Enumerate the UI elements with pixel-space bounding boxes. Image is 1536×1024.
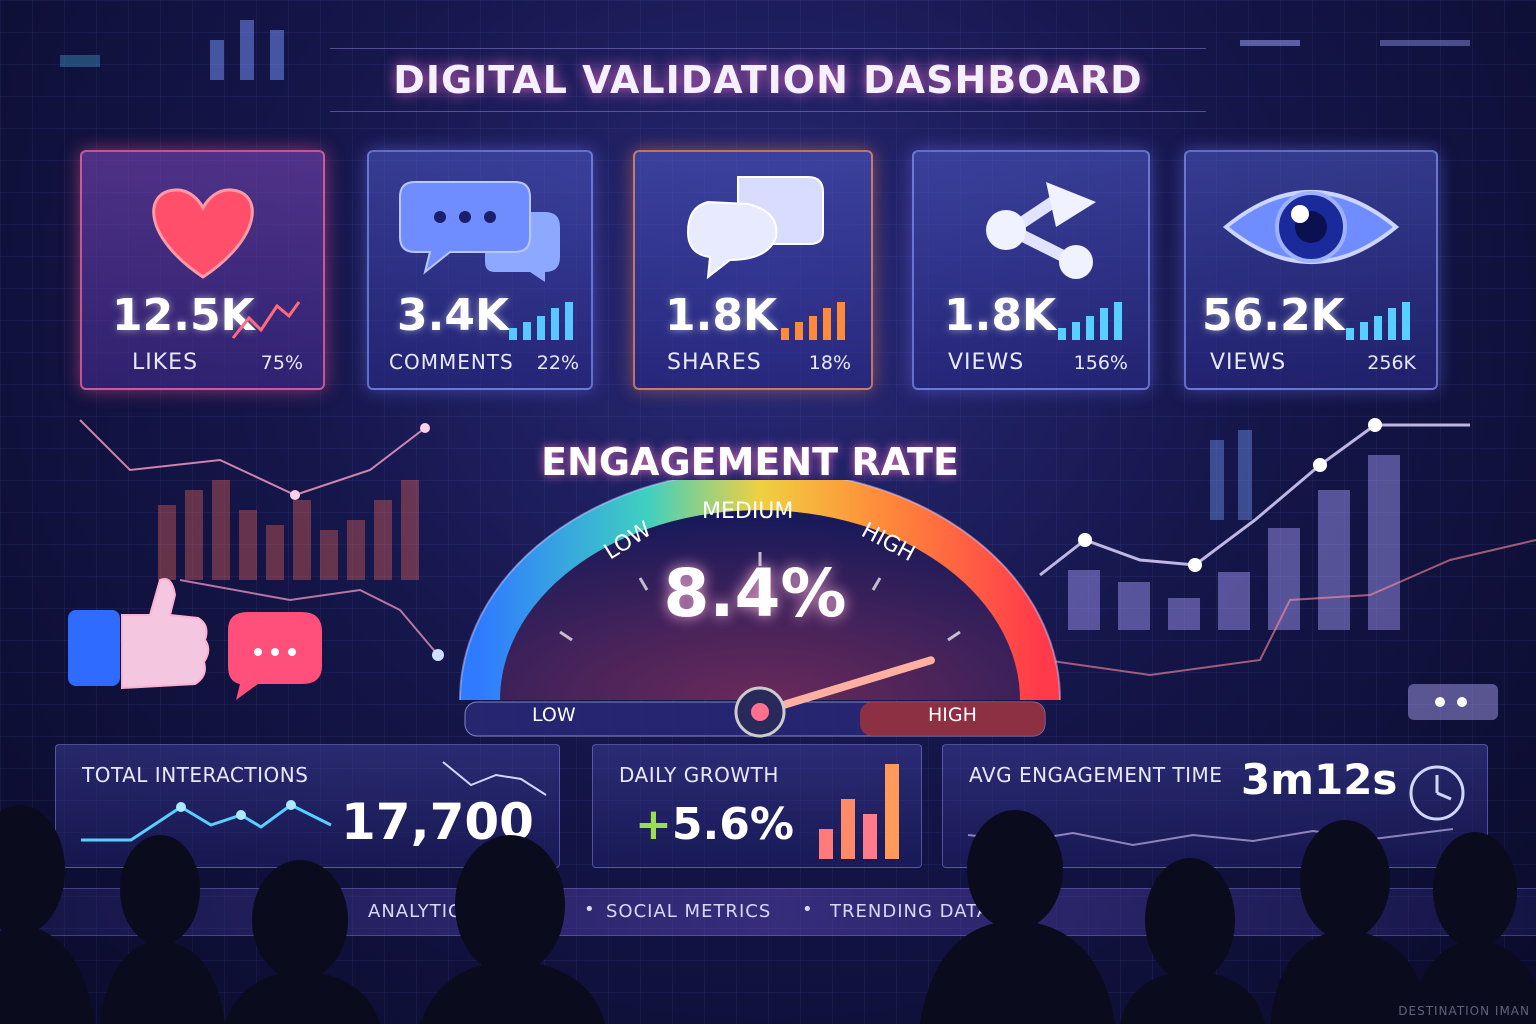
- right-bg-line: [1039, 423, 1470, 577]
- ticker-item: ANALYTIC: [368, 901, 462, 922]
- card-pct: 156%: [1073, 352, 1128, 374]
- heart-icon: [151, 188, 254, 279]
- card-value: 56.2K: [1202, 290, 1345, 341]
- comment-icon: [399, 181, 560, 282]
- left-bg-bars: [158, 480, 419, 580]
- left-bg-line: [79, 419, 426, 497]
- chat-bubble-icon: [228, 612, 322, 700]
- card-pct: 75%: [260, 352, 303, 374]
- card-pct: 22%: [536, 352, 579, 374]
- card-label: COMMENTS: [389, 350, 514, 374]
- gauge-high-label: HIGH: [928, 704, 977, 726]
- bar-chart-icon: [509, 302, 573, 340]
- panel-value: +5.6%: [635, 799, 794, 850]
- card-value: 12.5K: [112, 290, 255, 341]
- panel-label: AVG ENGAGEMENT TIME: [969, 763, 1223, 787]
- page-title: DIGITAL VALIDATION DASHBOARD: [393, 58, 1143, 102]
- card-value: 3.4K: [397, 290, 510, 341]
- sparkline: [81, 800, 332, 842]
- bar-chart-icon: [1346, 302, 1410, 340]
- ticker-item: SOCIAL METRICS: [606, 901, 772, 922]
- card-shares[interactable]: 1.8K SHARES 18%: [633, 150, 873, 390]
- engagement-gauge: LOW MEDIUM HIGH: [459, 480, 1061, 738]
- watermark: DESTINATION IMAN: [1398, 1004, 1530, 1018]
- card-views-eye[interactable]: 56.2K VIEWS 256K: [1184, 150, 1438, 390]
- panel-label: DAILY GROWTH: [619, 763, 779, 787]
- clock-icon: [1409, 765, 1465, 821]
- panel-label: TOTAL INTERACTIONS: [82, 763, 309, 787]
- trend-down-icon: [442, 761, 547, 796]
- share-icon: [986, 182, 1096, 279]
- card-label: VIEWS: [1210, 350, 1287, 375]
- card-label: SHARES: [667, 350, 762, 375]
- eye-icon: [1222, 190, 1400, 264]
- card-likes[interactable]: 12.5K LIKES 75%: [80, 150, 325, 390]
- panel-value: 3m12s: [1241, 755, 1398, 804]
- card-comments[interactable]: 3.4K COMMENTS 22%: [367, 150, 593, 390]
- bar-chart-icon: [819, 764, 899, 859]
- card-pct: 256K: [1367, 352, 1416, 374]
- title-bar: DIGITAL VALIDATION DASHBOARD: [330, 48, 1206, 112]
- ticker-separator: •: [584, 899, 596, 920]
- card-value: 1.8K: [944, 290, 1057, 341]
- panel-daily-growth[interactable]: DAILY GROWTH +5.6%: [592, 744, 922, 868]
- card-label: VIEWS: [948, 350, 1025, 375]
- right-bg-bars: [1068, 455, 1400, 630]
- card-label: LIKES: [132, 350, 199, 375]
- card-pct: 18%: [808, 352, 851, 374]
- gauge-zone-medium: MEDIUM: [702, 499, 793, 524]
- share-bubbles-icon: [686, 176, 824, 280]
- ticker-separator: •: [802, 899, 814, 920]
- card-value: 1.8K: [665, 290, 778, 341]
- gauge-value: 8.4%: [663, 555, 847, 632]
- bar-chart-icon: [1058, 302, 1122, 340]
- trend-up-icon: [231, 301, 301, 339]
- ticker-item: TRENDING DATA: [830, 901, 991, 922]
- gauge-needle: [756, 656, 935, 716]
- thumbs-up-icon: [68, 578, 210, 690]
- left-bg-line-2: [179, 579, 439, 656]
- card-views-share[interactable]: 1.8K VIEWS 156%: [912, 150, 1150, 390]
- gauge-title: ENGAGEMENT RATE: [541, 440, 959, 484]
- bar-chart-icon: [781, 302, 845, 340]
- gauge-low-label: LOW: [532, 704, 576, 726]
